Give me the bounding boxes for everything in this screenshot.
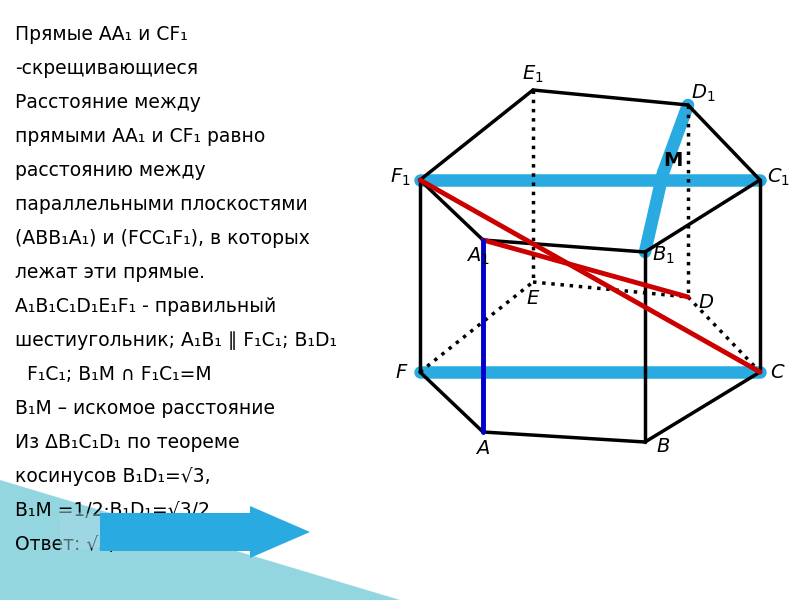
Polygon shape bbox=[100, 506, 310, 558]
Polygon shape bbox=[0, 480, 400, 600]
Text: -скрещивающиеся: -скрещивающиеся bbox=[15, 59, 198, 78]
Text: $B_1$: $B_1$ bbox=[652, 244, 674, 266]
Text: $F_1$: $F_1$ bbox=[390, 166, 410, 188]
Text: $E$: $E$ bbox=[526, 289, 540, 307]
Text: лежат эти прямые.: лежат эти прямые. bbox=[15, 263, 205, 282]
Text: $E_1$: $E_1$ bbox=[522, 64, 544, 85]
Text: $C_1$: $C_1$ bbox=[766, 166, 790, 188]
Text: $A_1$: $A_1$ bbox=[466, 245, 490, 266]
Text: Ответ: √3/2: Ответ: √3/2 bbox=[15, 535, 129, 554]
Text: Из ΔВ₁C₁D₁ по теореме: Из ΔВ₁C₁D₁ по теореме bbox=[15, 433, 240, 452]
Text: $F$: $F$ bbox=[395, 362, 409, 382]
Text: $B$: $B$ bbox=[656, 437, 670, 457]
Text: прямыми АА₁ и CF₁ равно: прямыми АА₁ и CF₁ равно bbox=[15, 127, 266, 146]
Polygon shape bbox=[60, 510, 240, 552]
Text: параллельными плоскостями: параллельными плоскостями bbox=[15, 195, 308, 214]
Text: $D_1$: $D_1$ bbox=[691, 82, 715, 104]
Text: расстоянию между: расстоянию между bbox=[15, 161, 206, 180]
Text: Расстояние между: Расстояние между bbox=[15, 93, 201, 112]
Text: $C$: $C$ bbox=[770, 362, 786, 382]
Text: В₁M =1/2·В₁D₁=√3/2: В₁M =1/2·В₁D₁=√3/2 bbox=[15, 501, 210, 520]
Text: Прямые АА₁ и CF₁: Прямые АА₁ и CF₁ bbox=[15, 25, 188, 44]
Text: косинусов В₁D₁=√3,: косинусов В₁D₁=√3, bbox=[15, 467, 210, 486]
Text: шестиугольник; А₁В₁ ∥ F₁C₁; В₁D₁: шестиугольник; А₁В₁ ∥ F₁C₁; В₁D₁ bbox=[15, 331, 337, 350]
Text: F₁C₁; В₁M ∩ F₁C₁=M: F₁C₁; В₁M ∩ F₁C₁=M bbox=[15, 365, 212, 384]
Text: $D$: $D$ bbox=[698, 292, 714, 311]
Text: $A$: $A$ bbox=[475, 439, 490, 457]
Text: А₁В₁C₁D₁E₁F₁ - правильный: А₁В₁C₁D₁E₁F₁ - правильный bbox=[15, 297, 276, 316]
Text: M: M bbox=[663, 151, 682, 170]
Text: (АВВ₁А₁) и (FCC₁F₁), в которых: (АВВ₁А₁) и (FCC₁F₁), в которых bbox=[15, 229, 310, 248]
Text: В₁M – искомое расстояние: В₁M – искомое расстояние bbox=[15, 399, 275, 418]
